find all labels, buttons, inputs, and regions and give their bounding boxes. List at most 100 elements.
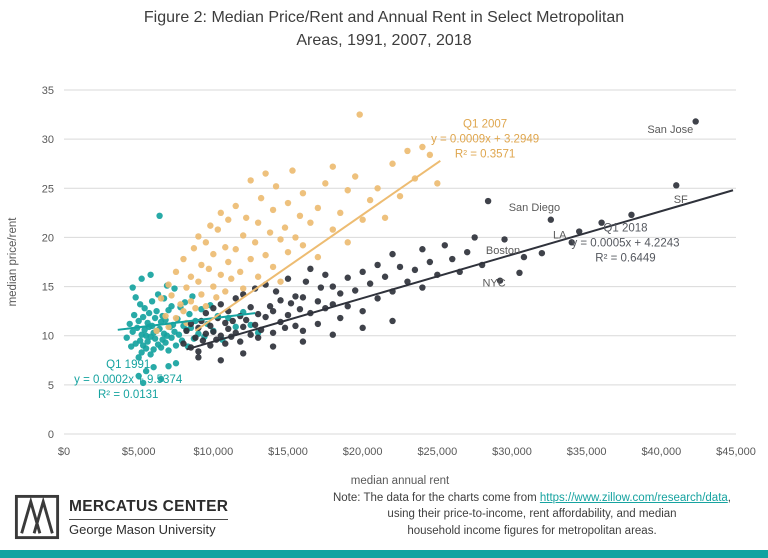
scatter-point bbox=[172, 268, 180, 276]
scatter-point bbox=[628, 211, 635, 219]
city-label: SF bbox=[674, 194, 688, 206]
scatter-point bbox=[366, 196, 374, 204]
data-note: Note: The data for the charts come from … bbox=[306, 490, 758, 539]
note-line3: household income figures for metropolita… bbox=[407, 524, 657, 537]
scatter-point bbox=[598, 219, 605, 226]
scatter-point bbox=[232, 295, 239, 302]
brand-text: MERCATUS CENTER George Mason University bbox=[69, 498, 229, 537]
x-tick-label: $20,000 bbox=[343, 446, 383, 458]
series-annotation: Q1 2018 bbox=[603, 223, 647, 235]
scatter-point bbox=[307, 265, 314, 273]
scatter-point bbox=[240, 285, 247, 292]
scatter-point bbox=[228, 275, 235, 282]
scatter-point bbox=[175, 331, 183, 338]
scatter-point bbox=[329, 331, 336, 338]
series-annotation: Q1 2007 bbox=[463, 118, 507, 130]
scatter-point bbox=[222, 288, 229, 295]
scatter-point bbox=[129, 284, 136, 291]
scatter-point bbox=[419, 284, 426, 291]
scatter-point bbox=[195, 348, 202, 355]
scatter-point bbox=[138, 275, 145, 282]
scatter-point bbox=[187, 298, 195, 305]
scatter-point bbox=[190, 245, 198, 252]
mercatus-logo-icon bbox=[14, 494, 60, 540]
scatter-point bbox=[210, 250, 217, 258]
scatter-point bbox=[225, 325, 232, 333]
scatter-point bbox=[352, 173, 359, 180]
scatter-point bbox=[314, 298, 322, 305]
scatter-point bbox=[222, 319, 229, 327]
scatter-point bbox=[232, 202, 239, 210]
scatter-point bbox=[198, 291, 205, 298]
scatter-point bbox=[374, 185, 381, 192]
scatter-chart: 0 5 10 15 20 25 30 35 $0 $5,000 $10,000 $15,000 $20,… bbox=[7, 85, 756, 487]
scatter-point bbox=[352, 287, 359, 294]
scatter-point bbox=[150, 346, 157, 353]
scatter-point bbox=[356, 111, 363, 118]
scatter-point bbox=[222, 340, 229, 347]
scatter-point bbox=[299, 338, 307, 345]
scatter-point bbox=[404, 278, 411, 285]
scatter-point bbox=[237, 338, 244, 345]
scatter-point bbox=[396, 263, 404, 271]
scatter-point bbox=[139, 379, 147, 387]
scatter-point bbox=[426, 151, 434, 159]
scatter-point bbox=[207, 222, 214, 229]
scatter-point bbox=[214, 226, 222, 233]
scatter-point bbox=[225, 258, 232, 266]
scatter-point bbox=[520, 253, 528, 261]
scatter-point bbox=[123, 334, 130, 341]
scatter-point bbox=[296, 212, 304, 220]
scatter-point bbox=[254, 219, 262, 226]
scatter-point bbox=[150, 363, 157, 371]
scatter-point bbox=[281, 224, 289, 231]
scatter-point bbox=[257, 194, 265, 202]
scatter-point bbox=[135, 354, 142, 361]
scatter-point bbox=[396, 192, 404, 200]
scatter-point bbox=[225, 216, 232, 223]
y-tick-label: 30 bbox=[42, 134, 54, 146]
scatter-point bbox=[389, 160, 396, 167]
scatter-point bbox=[222, 244, 229, 251]
scatter-point bbox=[329, 226, 336, 233]
scatter-point bbox=[213, 294, 220, 301]
y-tick-label: 15 bbox=[42, 282, 54, 294]
scatter-point bbox=[151, 335, 159, 342]
scatter-point bbox=[168, 292, 175, 299]
scatter-point bbox=[157, 344, 165, 351]
scatter-point bbox=[202, 309, 210, 317]
scatter-point bbox=[132, 294, 139, 301]
scatter-point bbox=[381, 273, 389, 280]
x-tick-label: $45,000 bbox=[716, 446, 756, 458]
scatter-point bbox=[366, 280, 374, 287]
scatter-point bbox=[411, 266, 419, 274]
scatter-point bbox=[180, 340, 187, 347]
note-suffix: , bbox=[727, 492, 731, 504]
scatter-point bbox=[130, 311, 138, 319]
scatter-point bbox=[138, 349, 145, 356]
scatter-point bbox=[262, 251, 269, 259]
y-tick-label: 5 bbox=[48, 380, 54, 392]
scatter-point bbox=[251, 321, 259, 329]
series-annotation: y = 0.0009x + 3.2949 bbox=[431, 133, 539, 145]
x-tick-label: $15,000 bbox=[268, 446, 308, 458]
scatter-point bbox=[189, 293, 196, 300]
scatter-point bbox=[287, 300, 295, 307]
scatter-point bbox=[322, 271, 329, 278]
scatter-point bbox=[157, 295, 165, 302]
scatter-point bbox=[404, 147, 411, 155]
scatter-point bbox=[449, 255, 456, 263]
zillow-link[interactable]: https://www.zillow.com/research/data bbox=[539, 492, 728, 504]
scatter-point bbox=[153, 327, 160, 334]
scatter-point bbox=[538, 249, 546, 257]
scatter-point bbox=[299, 327, 307, 334]
mercatus-brand: MERCATUS CENTER George Mason University bbox=[14, 494, 229, 540]
scatter-point bbox=[177, 301, 184, 308]
scatter-point bbox=[251, 239, 259, 246]
scatter-point bbox=[205, 265, 213, 273]
scatter-point bbox=[471, 234, 478, 241]
scatter-point bbox=[344, 274, 351, 281]
x-tick-label: $5,000 bbox=[122, 446, 156, 458]
scatter-point bbox=[359, 307, 366, 315]
scatter-point bbox=[165, 323, 172, 331]
